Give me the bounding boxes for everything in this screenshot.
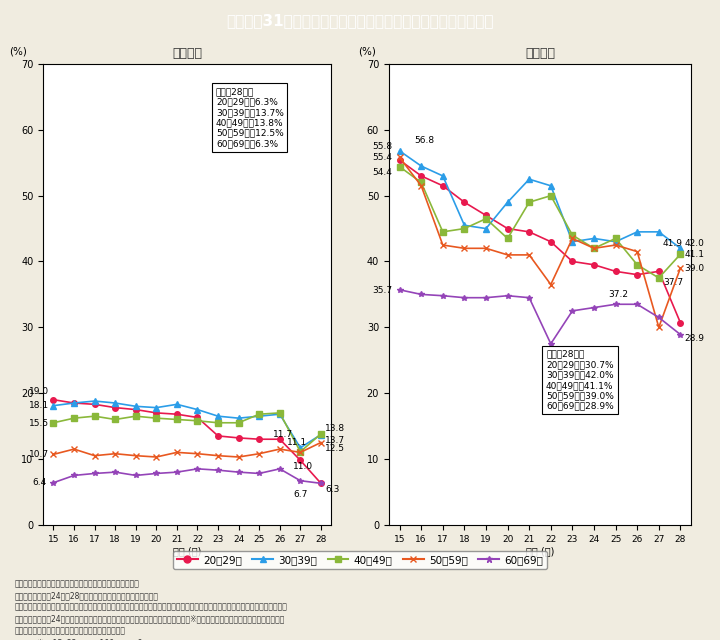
Text: 56.8: 56.8 (414, 136, 434, 145)
Text: 6.4: 6.4 (32, 479, 47, 488)
Text: 6.3: 6.3 (325, 484, 339, 493)
Text: (%): (%) (359, 47, 377, 57)
Text: 55.4: 55.4 (372, 153, 392, 162)
Text: （備考）１．厚生労働省「国民健康・栄養調査」より作成。
　　　　２．平成24年，28年は抽出率等を考慮した全国補正値。
　　　　３．「現在習慣的に喫煙している者: （備考）１．厚生労働省「国民健康・栄養調査」より作成。 ２．平成24年，28年は… (14, 579, 287, 640)
Text: 13.7: 13.7 (325, 436, 345, 445)
Text: ＜平成28年＞
20～29歳：30.7%
30～39歳：42.0%
40～49歳：41.1%
50～59歳：39.0%
60～69歳：28.9%: ＜平成28年＞ 20～29歳：30.7% 30～39歳：42.0% 40～49歳… (546, 349, 614, 411)
Text: (%): (%) (9, 47, 27, 57)
Text: 11.7: 11.7 (273, 429, 293, 438)
Title: ＜女性＞: ＜女性＞ (172, 47, 202, 60)
Text: 35.7: 35.7 (372, 285, 392, 294)
Text: 15.5: 15.5 (29, 419, 49, 428)
Text: 11.1: 11.1 (287, 438, 307, 447)
Text: 37.2: 37.2 (608, 289, 629, 299)
Legend: 20～29歳, 30～39歳, 40～49歳, 50～59歳, 60～69歳: 20～29歳, 30～39歳, 40～49歳, 50～59歳, 60～69歳 (173, 551, 547, 569)
Text: 42.0: 42.0 (685, 239, 704, 248)
Text: 18.1: 18.1 (29, 401, 49, 410)
Text: 41.9: 41.9 (663, 239, 683, 248)
X-axis label: 平成 (年): 平成 (年) (173, 547, 202, 556)
Text: 39.0: 39.0 (685, 264, 705, 273)
Text: ＜平成28年＞
20～29歳：6.3%
30～39歳：13.7%
40～49歳：13.8%
50～59歳：12.5%
60～69歳：6.3%: ＜平成28年＞ 20～29歳：6.3% 30～39歳：13.7% 40～49歳：… (216, 87, 284, 148)
Text: 37.7: 37.7 (663, 278, 683, 287)
Title: ＜男性＞: ＜男性＞ (525, 47, 555, 60)
Text: 11.0: 11.0 (293, 462, 313, 471)
Text: 13.8: 13.8 (325, 424, 345, 433)
X-axis label: 平成 (年): 平成 (年) (526, 547, 554, 556)
Text: 55.8: 55.8 (372, 142, 392, 151)
Text: 6.7: 6.7 (293, 490, 307, 499)
Text: 54.4: 54.4 (372, 168, 392, 177)
Text: 19.0: 19.0 (29, 387, 49, 396)
Text: 12.5: 12.5 (325, 444, 345, 453)
Text: 10.7: 10.7 (29, 450, 49, 459)
Text: Ｉ－特－31図　現在習慣的に喫煙している者の割合の年次推移: Ｉ－特－31図 現在習慣的に喫煙している者の割合の年次推移 (226, 13, 494, 28)
Text: 28.9: 28.9 (685, 335, 705, 344)
Text: 41.1: 41.1 (685, 250, 705, 259)
